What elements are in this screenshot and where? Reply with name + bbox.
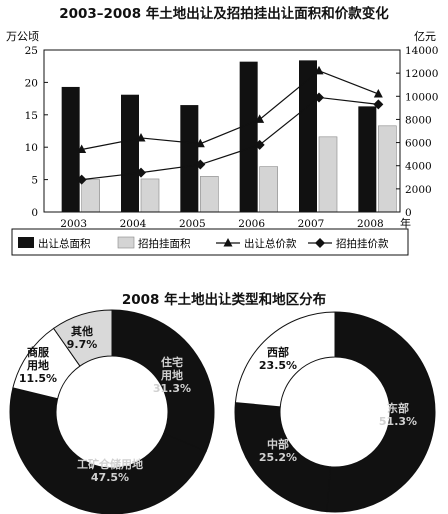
right-axis-unit: 亿元 [414,30,436,43]
donut-slice-label: 9.7% [67,338,98,351]
left-tick-label: 10 [25,142,38,154]
legend-swatch-total-area [18,237,34,248]
donut-slice-label: 用地 [161,368,183,382]
donut-slice-label: 25.2% [259,451,297,464]
right-tick-label: 4000 [405,161,432,173]
donut-slice-label: 用地 [27,358,49,372]
point-total-price [255,114,265,123]
right-tick-label: 10000 [405,91,438,103]
legend-marker-auction-price [315,238,325,248]
left-tick-label: 20 [25,77,38,89]
x-axis-unit: 年 [400,216,411,230]
legend-marker-total-price [223,238,233,247]
point-auction-price [373,99,384,110]
x-tick-label: 2003 [60,218,87,230]
donut-slice-label: 23.5% [259,359,297,372]
legend-box [11,228,409,256]
donut-group-title: 2008 年土地出让类型和地区分布 [121,292,327,308]
bar-total-area [239,61,258,212]
line-auction-price [81,96,379,181]
legend-label: 出让总面积 [38,237,91,250]
donut-slice-label: 工矿仓储用地 [77,457,143,471]
point-total-price [136,132,146,142]
x-tick-label: 2008 [357,218,384,230]
donut-slice-label: 中部 [267,437,289,451]
bar-total-area [299,60,317,213]
donut-slice-label: 11.5% [19,372,57,385]
point-auction-price [314,92,324,103]
donut-slice-label: 31.3% [153,382,191,395]
left-tick-label: 25 [25,45,38,57]
donut-slice-label: 住宅 [161,355,183,369]
right-tick-label: 6000 [405,138,432,150]
donut-slice [326,311,436,513]
x-tick-label: 2004 [120,218,147,230]
left-tick-label: 15 [25,110,38,122]
donut-slice-label: 商服 [27,345,50,359]
left-tick-label: 5 [31,175,38,187]
x-tick-label: 2007 [298,218,325,230]
bar-total-area [121,94,139,212]
bar-total-area [61,86,80,212]
x-tick-label: 2006 [238,218,265,230]
right-tick-label: 14000 [405,45,438,57]
left-tick-label: 0 [31,207,38,219]
point-auction-price [254,139,265,150]
donut-slice [111,309,215,452]
right-tick-label: 12000 [405,68,438,80]
left-axis-unit: 万公顷 [6,30,39,43]
bar-total-area [358,106,377,212]
x-tick-label: 2005 [179,218,206,230]
donut-slice-label: 其他 [71,324,93,338]
line-total-price [81,70,379,151]
donut-slice-label: 东部 [387,401,409,415]
donut-slice [234,402,332,513]
donut-slice [52,309,113,367]
legend-label: 招拍挂价款 [336,237,389,250]
right-tick-label: 0 [405,207,412,219]
donut-slice-label: 西部 [267,345,289,359]
legend-label: 出让总价款 [244,237,297,250]
point-total-price [314,65,324,75]
donut-slice [9,387,207,514]
legend-label: 招拍挂面积 [138,237,191,250]
bar-total-area [180,105,199,212]
point-total-price [77,144,87,154]
point-auction-price [195,159,206,170]
plot-frame [43,49,401,213]
right-tick-label: 2000 [405,184,432,196]
point-auction-price [76,174,87,185]
donut-slice-label: 47.5% [91,471,129,484]
legend-swatch-auction-area [117,236,135,249]
chart-title: 2003–2008 年土地出让及招拍挂出让面积和价款变化 [59,6,389,22]
point-total-price [195,138,205,148]
donut-slice [234,311,336,408]
right-tick-label: 8000 [405,114,432,126]
area-bar-line-chart: 0 5 10 15 20 25 0 2000 4000 6000 8000 10000 12000 140… [6,30,438,256]
point-auction-price [136,167,146,178]
donut-slice-label: 51.3% [379,415,417,428]
point-total-price [373,88,383,98]
